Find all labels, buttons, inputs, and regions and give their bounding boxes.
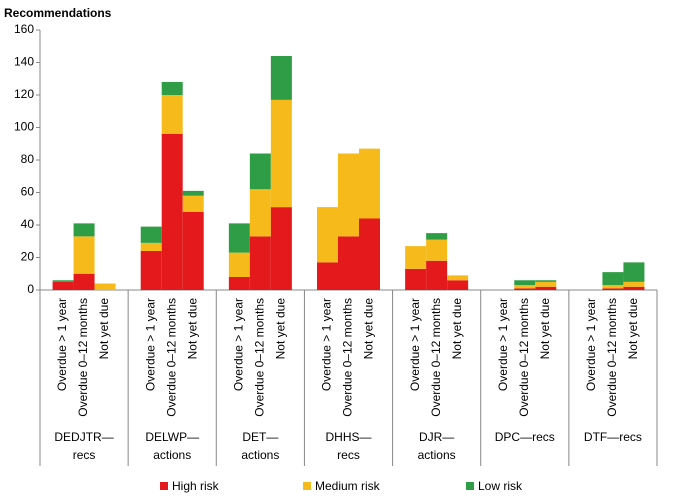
y-tick-label: 120 (14, 87, 34, 101)
bar-segment (228, 252, 250, 277)
bar-segment (514, 280, 536, 286)
x-tick-label: Not yet due (185, 298, 199, 360)
x-tick-label: Overdue > 1 year (143, 298, 157, 391)
bar-segment (602, 288, 624, 290)
bar-segment (182, 212, 204, 290)
x-tick-label: Not yet due (450, 298, 464, 360)
group-label: DEDJTR— (54, 430, 113, 444)
x-tick-label: Not yet due (362, 298, 376, 360)
bar-segment (52, 280, 74, 282)
bar-segment (535, 286, 557, 290)
y-tick-label: 160 (14, 22, 34, 36)
x-tick-label: Overdue > 1 year (584, 298, 598, 391)
bar-segment (73, 236, 95, 274)
bar-segment (73, 273, 95, 290)
x-tick-label: Overdue > 1 year (232, 298, 246, 391)
x-tick-label: Overdue 0–12 months (429, 298, 443, 417)
bar-segment (602, 285, 624, 289)
bar-segment (405, 268, 427, 290)
x-tick-label: Overdue > 1 year (496, 298, 510, 391)
bar-segment (182, 195, 204, 212)
bar-segment (602, 272, 624, 286)
bar-segment (73, 223, 95, 237)
bar-segment (338, 236, 359, 290)
y-tick-label: 60 (21, 185, 35, 199)
x-tick-label: Not yet due (538, 298, 552, 360)
y-tick-label: 100 (14, 120, 34, 134)
bar-segment (535, 280, 557, 282)
legend-label: High risk (172, 479, 220, 493)
y-tick-label: 140 (14, 55, 34, 69)
bar-segment (140, 226, 162, 243)
x-tick-label: Not yet due (97, 298, 111, 360)
bar-segment (623, 286, 645, 290)
bar-segment (447, 280, 469, 290)
bar-segment (514, 285, 536, 289)
x-tick-label: Overdue 0–12 months (341, 298, 355, 417)
group-label: actions (241, 448, 279, 462)
bar-segment (94, 283, 116, 290)
y-tick-label: 80 (21, 152, 35, 166)
bar-segment (249, 236, 271, 290)
bar-segment (338, 153, 359, 237)
bar-segment (161, 82, 183, 95)
legend-swatch (160, 482, 168, 490)
bar-segment (270, 99, 292, 208)
bar-segment (535, 281, 557, 287)
bar-segment (359, 148, 380, 219)
bar-segment (623, 281, 645, 287)
bar-segment (270, 56, 292, 100)
x-tick-label: Overdue > 1 year (320, 298, 334, 391)
legend-label: Medium risk (315, 479, 381, 493)
x-tick-label: Overdue 0–12 months (517, 298, 531, 417)
group-label: actions (418, 448, 456, 462)
bar-segment (514, 288, 536, 290)
bar-segment (140, 251, 162, 290)
group-label: DELWP— (145, 430, 199, 444)
bar-segment (249, 189, 271, 237)
y-tick-label: 20 (21, 250, 35, 264)
group-label: DTF—recs (584, 430, 642, 444)
group-label: DPC—recs (495, 430, 555, 444)
x-tick-label: Overdue 0–12 months (253, 298, 267, 417)
bar-segment (426, 233, 448, 240)
bar-segment (52, 281, 74, 290)
bar-segment (317, 207, 338, 263)
bar-segment (426, 260, 448, 290)
x-tick-label: Overdue 0–12 months (76, 298, 90, 417)
x-tick-label: Overdue > 1 year (408, 298, 422, 391)
x-tick-label: Not yet due (274, 298, 288, 360)
bar-segment (426, 239, 448, 261)
group-label: recs (73, 448, 96, 462)
bar-segment (249, 153, 271, 190)
bar-segment (447, 275, 469, 281)
group-label: actions (153, 448, 191, 462)
bar-segment (161, 95, 183, 134)
bar-segment (270, 207, 292, 290)
legend-swatch (303, 482, 311, 490)
y-tick-label: 40 (21, 217, 35, 231)
bar-segment (182, 190, 204, 196)
group-label: recs (337, 448, 360, 462)
y-tick-label: 0 (27, 282, 34, 296)
group-label: DJR— (419, 430, 454, 444)
bar-segment (317, 262, 338, 290)
x-tick-label: Not yet due (626, 298, 640, 360)
bar-segment (405, 246, 427, 269)
legend-swatch (466, 482, 474, 490)
bar-segment (623, 262, 645, 282)
group-label: DHHS— (325, 430, 371, 444)
x-tick-label: Overdue > 1 year (55, 298, 69, 391)
bar-segment (228, 277, 250, 290)
x-tick-label: Overdue 0–12 months (605, 298, 619, 417)
group-label: DET— (242, 430, 278, 444)
legend-label: Low risk (478, 479, 523, 493)
axis-title: Recommendations (4, 6, 112, 20)
bar-segment (140, 242, 162, 251)
x-tick-label: Overdue 0–12 months (164, 298, 178, 417)
bar-segment (359, 218, 380, 290)
bar-segment (228, 223, 250, 253)
bar-segment (161, 134, 183, 290)
